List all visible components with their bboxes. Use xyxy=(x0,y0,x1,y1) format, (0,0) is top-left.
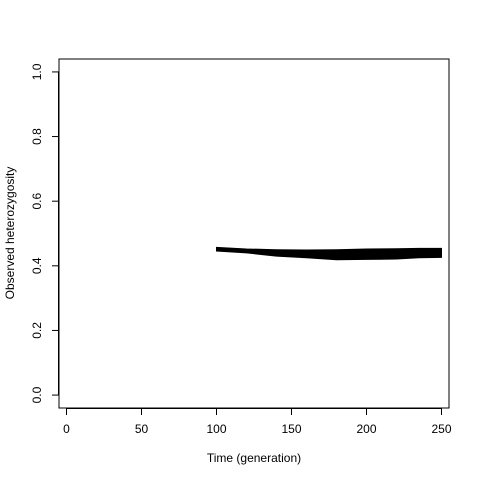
y-tick-label: 0.6 xyxy=(30,193,44,210)
data-layer xyxy=(216,246,442,261)
y-axis: 0.0 0.2 0.4 0.6 0.8 1.0 xyxy=(30,63,59,403)
x-tick-label: 50 xyxy=(135,422,149,436)
y-tick-label: 0.0 xyxy=(30,386,44,403)
heterozygosity-band-0 xyxy=(216,246,442,261)
x-tick-label: 100 xyxy=(206,422,226,436)
x-axis: 0 50 100 150 200 250 xyxy=(63,408,452,436)
x-tick-label: 250 xyxy=(431,422,451,436)
y-tick-label: 1.0 xyxy=(30,63,44,80)
x-tick-label: 0 xyxy=(63,422,70,436)
y-tick-label: 0.8 xyxy=(30,128,44,145)
y-tick-label: 0.2 xyxy=(30,322,44,339)
x-tick-label: 200 xyxy=(356,422,376,436)
y-tick-label: 0.4 xyxy=(30,257,44,274)
x-axis-title: Time (generation) xyxy=(207,451,301,465)
x-tick-label: 150 xyxy=(281,422,301,436)
y-axis-title: Observed heterozygosity xyxy=(3,167,17,300)
